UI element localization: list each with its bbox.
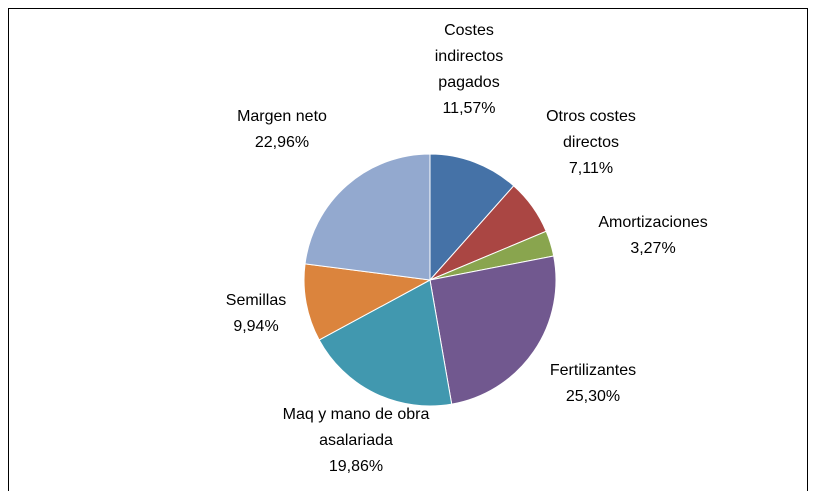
category-label: Otros costes directos (546, 108, 636, 151)
value-label: 7,11% (568, 160, 614, 177)
category-label: Maq y mano de obra asalariada (282, 406, 430, 449)
category-label: Margen neto (237, 108, 327, 125)
pie-slice (429, 153, 515, 282)
category-label: Fertilizantes (549, 362, 637, 379)
slice-label: Margen neto 22,96% (212, 104, 352, 156)
slice-label: Costes indirectos pagados 11,57% (419, 18, 519, 122)
pie-slice (318, 279, 453, 407)
slice-label: Semillas 9,94% (206, 288, 306, 340)
slice-label: Otros costes directos 7,11% (529, 104, 654, 182)
category-label: Amortizaciones (598, 214, 708, 231)
value-label: 9,94% (233, 318, 279, 335)
slice-label: Fertilizantes 25,30% (523, 358, 663, 410)
chart-frame (8, 8, 808, 491)
value-label: 19,86% (328, 458, 384, 475)
value-label: 25,30% (565, 388, 621, 405)
category-label: Costes indirectos pagados (434, 22, 504, 91)
value-label: 3,27% (630, 240, 676, 257)
pie-slice (304, 153, 431, 281)
pie-slice (303, 263, 432, 341)
slice-label: Amortizaciones 3,27% (583, 210, 723, 262)
pie-slice (429, 255, 557, 405)
category-label: Semillas (225, 292, 287, 309)
value-label: 11,57% (442, 100, 496, 117)
value-label: 22,96% (254, 134, 310, 151)
slice-label: Maq y mano de obra asalariada 19,86% (271, 402, 441, 480)
